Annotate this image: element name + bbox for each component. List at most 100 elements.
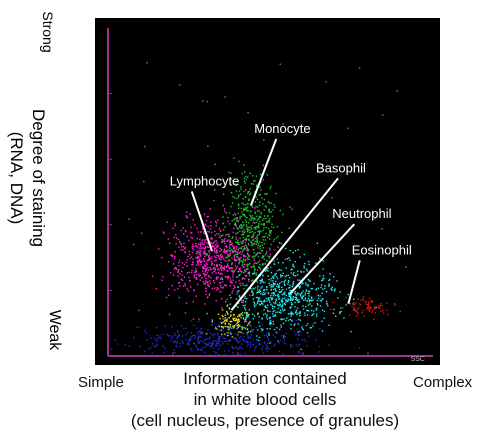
- data-point: [227, 334, 229, 337]
- data-point: [323, 277, 325, 279]
- data-point: [261, 317, 263, 319]
- data-point: [168, 334, 171, 337]
- data-point: [274, 288, 277, 290]
- data-point: [179, 285, 181, 287]
- pointer-line-monocyte: [250, 138, 278, 206]
- data-point: [265, 306, 267, 309]
- data-point: [304, 292, 307, 294]
- data-point: [298, 299, 300, 301]
- data-point: [197, 263, 200, 266]
- data-point: [270, 280, 272, 282]
- x-axis-low-label: Simple: [78, 374, 124, 391]
- data-point: [273, 328, 276, 331]
- data-point: [191, 246, 194, 248]
- data-point: [114, 339, 116, 341]
- data-point: [257, 261, 260, 263]
- data-point: [244, 238, 246, 241]
- data-point: [260, 268, 262, 271]
- data-point: [220, 276, 223, 279]
- data-point: [253, 304, 255, 306]
- data-point: [264, 205, 266, 207]
- data-point: [246, 210, 248, 212]
- data-point: [201, 242, 204, 244]
- data-point: [232, 279, 234, 281]
- data-point: [306, 309, 308, 312]
- data-point: [167, 288, 170, 290]
- data-point: [295, 296, 298, 299]
- data-point: [224, 314, 226, 316]
- data-point: [315, 288, 317, 290]
- data-point: [214, 260, 216, 262]
- data-point: [220, 326, 223, 328]
- data-point: [244, 216, 247, 218]
- data-point: [253, 252, 256, 254]
- data-point: [200, 263, 202, 266]
- data-point: [243, 229, 245, 231]
- data-point: [276, 226, 279, 228]
- data-point: [207, 296, 209, 298]
- data-point: [362, 298, 364, 300]
- data-point: [345, 296, 347, 299]
- data-point: [257, 230, 259, 233]
- data-point: [229, 327, 231, 329]
- data-point: [237, 286, 239, 288]
- data-point: [255, 304, 257, 306]
- data-point: [240, 259, 242, 261]
- data-point: [231, 292, 233, 294]
- data-point: [264, 341, 266, 343]
- data-point: [244, 231, 246, 233]
- data-point: [178, 296, 180, 299]
- data-point: [211, 343, 213, 345]
- data-point: [235, 318, 238, 320]
- data-point: [197, 252, 199, 254]
- data-point: [322, 274, 325, 277]
- data-point: [377, 307, 380, 309]
- cluster-label-eosinophil: Eosinophil: [352, 242, 412, 257]
- data-point: [177, 275, 179, 277]
- data-point: [258, 266, 260, 268]
- data-point: [361, 311, 363, 314]
- data-point: [238, 274, 240, 277]
- data-point: [227, 326, 229, 328]
- data-point: [249, 188, 251, 190]
- data-point: [205, 281, 207, 284]
- data-point: [170, 340, 172, 342]
- data-point: [212, 333, 215, 335]
- data-point: [292, 345, 294, 347]
- data-point: [394, 304, 396, 306]
- data-point: [246, 226, 248, 228]
- data-point: [202, 270, 204, 272]
- data-point: [258, 321, 260, 324]
- data-point: [283, 280, 285, 282]
- scatter-plot: Lymphocyte Monocyte Basophil Neutrophil Eosi…: [95, 18, 440, 365]
- data-point: [158, 248, 160, 250]
- data-point: [216, 244, 219, 246]
- data-point: [288, 294, 291, 296]
- data-point: [207, 281, 209, 284]
- data-point: [237, 270, 239, 273]
- data-point: [270, 211, 272, 213]
- data-point: [222, 326, 224, 328]
- data-point: [360, 299, 362, 301]
- data-point: [276, 285, 278, 287]
- noise-point: [206, 100, 209, 103]
- data-point: [163, 232, 165, 235]
- data-point: [218, 257, 220, 260]
- data-point: [201, 331, 203, 334]
- data-point: [269, 230, 272, 233]
- data-point: [202, 272, 205, 275]
- data-point: [277, 235, 279, 238]
- data-point: [145, 332, 147, 334]
- data-point: [229, 242, 231, 244]
- data-point: [291, 303, 293, 306]
- data-point: [322, 268, 324, 270]
- data-point: [231, 290, 234, 292]
- data-point: [255, 226, 257, 228]
- data-point: [305, 289, 307, 291]
- data-point: [205, 287, 207, 290]
- data-point: [300, 271, 303, 273]
- data-point: [258, 204, 261, 206]
- data-point: [231, 267, 233, 269]
- data-point: [225, 260, 227, 262]
- data-point: [231, 267, 234, 269]
